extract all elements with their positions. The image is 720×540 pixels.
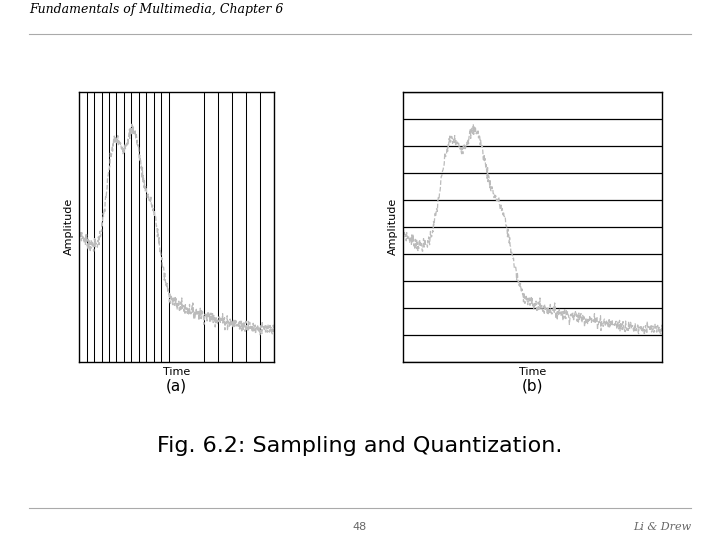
Text: Fig. 6.2: Sampling and Quantization.: Fig. 6.2: Sampling and Quantization.: [157, 436, 563, 456]
Text: Fundamentals of Multimedia, Chapter 6: Fundamentals of Multimedia, Chapter 6: [29, 3, 283, 16]
X-axis label: Time: Time: [519, 367, 546, 377]
Text: (b): (b): [522, 379, 544, 394]
Y-axis label: Amplitude: Amplitude: [63, 198, 73, 255]
Text: 48: 48: [353, 522, 367, 532]
Y-axis label: Amplitude: Amplitude: [387, 198, 397, 255]
Text: (a): (a): [166, 379, 187, 394]
X-axis label: Time: Time: [163, 367, 190, 377]
Text: Li & Drew: Li & Drew: [633, 522, 691, 532]
